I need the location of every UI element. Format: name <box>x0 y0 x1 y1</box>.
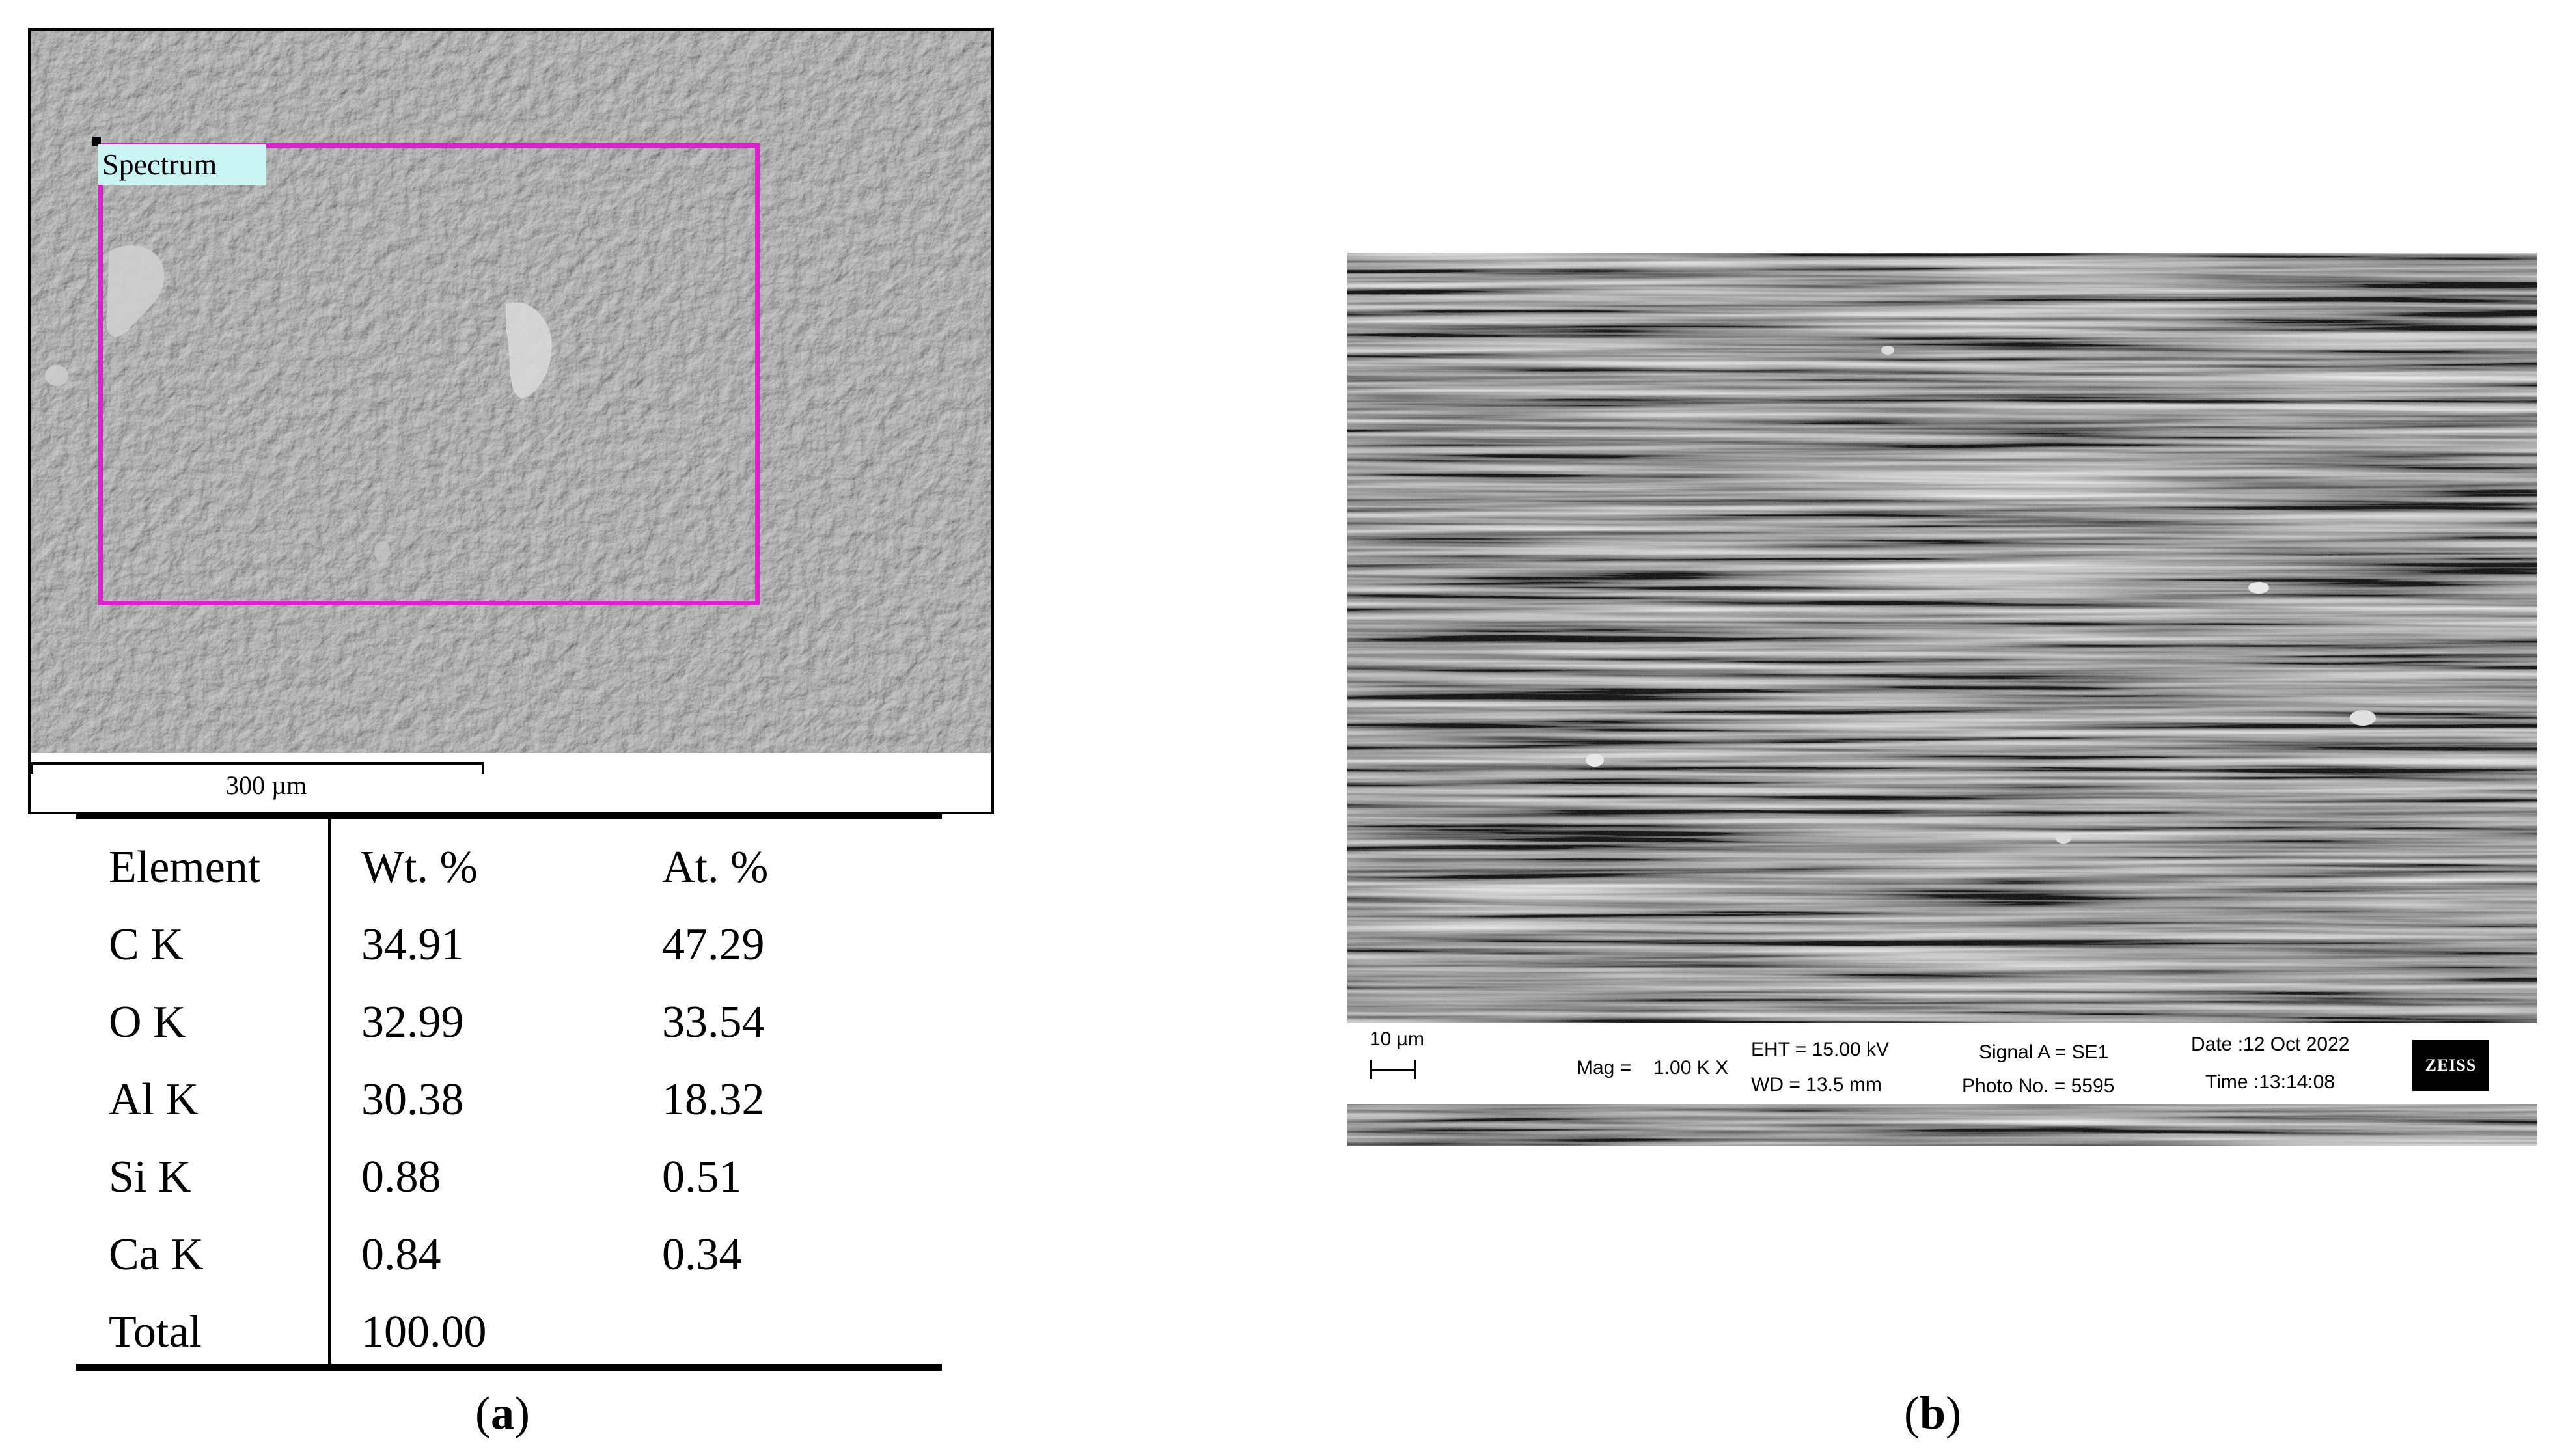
cell-element: O K <box>109 997 186 1047</box>
mag-label: Mag = <box>1577 1057 1632 1078</box>
scale-bar-label-b: 10 µm <box>1370 1028 1424 1050</box>
sem-image-a: Spectrum 300 µm <box>28 28 994 814</box>
sem-image-b: 10 µm Mag = 1.00 K X EHT = 15.00 kV WD =… <box>1347 253 2537 1146</box>
micrograph-b <box>1347 253 2537 1146</box>
table-row: O K 32.99 33.54 <box>76 983 942 1061</box>
header-element: Element <box>109 842 261 892</box>
photo-number: Photo No. = 5595 <box>1962 1075 2115 1097</box>
cell-wt: 32.99 <box>361 997 464 1047</box>
table-header-row: Element Wt. % At. % <box>76 829 942 906</box>
table-row: Al K 30.38 18.32 <box>76 1061 942 1138</box>
cell-wt: 34.91 <box>361 920 464 970</box>
cell-element: C K <box>109 920 184 970</box>
cell-element: Al K <box>109 1075 199 1125</box>
cell-at: 0.51 <box>662 1152 742 1202</box>
scale-bar-label-a: 300 µm <box>226 771 307 800</box>
table-bottom-rule <box>76 1364 942 1371</box>
cell-wt: 100.00 <box>361 1307 487 1357</box>
caption-b-letter: b <box>1919 1387 1946 1439</box>
header-at: At. % <box>662 842 769 892</box>
cell-at: 0.34 <box>662 1229 742 1280</box>
cell-wt: 0.88 <box>361 1152 441 1202</box>
zeiss-logo: ZEISS <box>2412 1040 2489 1091</box>
signal-value: Signal A = SE1 <box>1979 1041 2109 1063</box>
scale-bar-strip-a: 300 µm <box>31 753 991 812</box>
caption-a-letter: a <box>490 1387 514 1439</box>
cell-at: 33.54 <box>662 997 765 1047</box>
wd-value: WD = 13.5 mm <box>1751 1074 1882 1095</box>
eht-value: EHT = 15.00 kV <box>1751 1039 1890 1060</box>
cell-at: 18.32 <box>662 1075 765 1125</box>
table-row: Si K 0.88 0.51 <box>76 1138 942 1216</box>
cell-element: Total <box>109 1307 202 1357</box>
cell-element: Ca K <box>109 1229 204 1280</box>
scale-bar-b <box>1370 1060 1416 1079</box>
caption-b: (b) <box>1904 1387 1962 1439</box>
sem-data-bar: 10 µm Mag = 1.00 K X EHT = 15.00 kV WD =… <box>1347 1023 2537 1104</box>
time-value: Time :13:14:08 <box>2205 1071 2335 1093</box>
zeiss-logo-text: ZEISS <box>2425 1056 2477 1075</box>
table-total-row: Total 100.00 <box>76 1293 942 1371</box>
caption-a: (a) <box>475 1387 530 1439</box>
table-top-rule <box>76 812 942 819</box>
header-wt: Wt. % <box>361 842 478 892</box>
spectrum-region-box <box>98 143 760 605</box>
cell-at: 47.29 <box>662 920 765 970</box>
scale-bar-a <box>31 762 484 774</box>
table-row: Ca K 0.84 0.34 <box>76 1216 942 1293</box>
date-value: Date :12 Oct 2022 <box>2191 1034 2350 1055</box>
table-column-divider <box>328 819 331 1364</box>
cell-wt: 30.38 <box>361 1075 464 1125</box>
cell-element: Si K <box>109 1152 191 1202</box>
spectrum-anchor-marker <box>92 137 101 146</box>
mag-value: 1.00 K X <box>1653 1057 1729 1078</box>
table-row: C K 34.91 47.29 <box>76 906 942 983</box>
cell-wt: 0.84 <box>361 1229 441 1280</box>
spectrum-label: Spectrum <box>98 144 266 185</box>
